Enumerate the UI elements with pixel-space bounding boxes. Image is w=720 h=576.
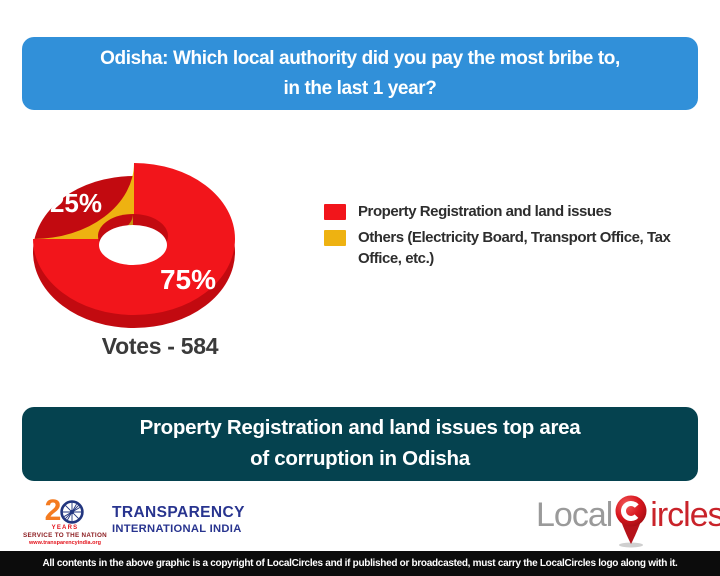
ti-tagline: SERVICE TO THE NATION	[23, 531, 107, 539]
question-line1: Odisha: Which local authority did you pa…	[100, 48, 620, 70]
chart-legend: Property Registration and land issues Ot…	[324, 202, 699, 269]
transparency-international-logo: 2 YEARS SERVICE TO THE NATION www.t	[23, 494, 245, 546]
question-banner: Odisha: Which local authority did you pa…	[22, 37, 698, 110]
legend-label-property: Property Registration and land issues	[358, 203, 612, 220]
lc-wordmark-local: Local	[536, 496, 613, 534]
ti-wordmark-line1: TRANSPARENCY	[112, 504, 245, 521]
location-pin-icon	[615, 495, 647, 548]
ti-website: www.transparencyindia.org	[29, 539, 101, 546]
legend-swatch-red-icon	[324, 204, 346, 220]
lc-wordmark-ircles: ircles	[650, 496, 720, 534]
legend-label-others: Others (Electricity Board, Transport Off…	[358, 229, 671, 267]
copyright-bar: All contents in the above graphic is a c…	[0, 551, 720, 576]
votes-count: Votes - 584	[101, 333, 219, 359]
legend-item-property: Property Registration and land issues	[324, 202, 699, 222]
question-line2: in the last 1 year?	[283, 77, 437, 99]
conclusion-line2: of corruption in Odisha	[250, 447, 470, 470]
localcircles-logo: Local ircles	[536, 494, 720, 548]
ti-wordmark: TRANSPARENCY INTERNATIONAL INDIA	[112, 497, 245, 546]
donut-chart: 25% 75%	[33, 163, 235, 328]
pie-hole	[99, 225, 167, 265]
chakra-icon	[60, 500, 85, 524]
ti-years-label: YEARS	[51, 524, 79, 531]
conclusion-banner: Property Registration and land issues to…	[22, 407, 698, 481]
pie-slice-yellow	[33, 163, 134, 239]
legend-swatch-yellow-icon	[324, 230, 346, 247]
ti-20-numeral: 2	[44, 494, 86, 527]
pie-label-others: 25%	[50, 188, 102, 218]
conclusion-line1: Property Registration and land issues to…	[139, 416, 581, 440]
pie-label-property: 75%	[160, 264, 216, 295]
ti-numeral-2: 2	[44, 494, 62, 527]
ti-wordmark-line2: INTERNATIONAL INDIA	[112, 523, 242, 535]
legend-item-others: Others (Electricity Board, Transport Off…	[324, 228, 699, 269]
ti-20-years-mark: 2 YEARS SERVICE TO THE NATION www.t	[23, 494, 107, 546]
